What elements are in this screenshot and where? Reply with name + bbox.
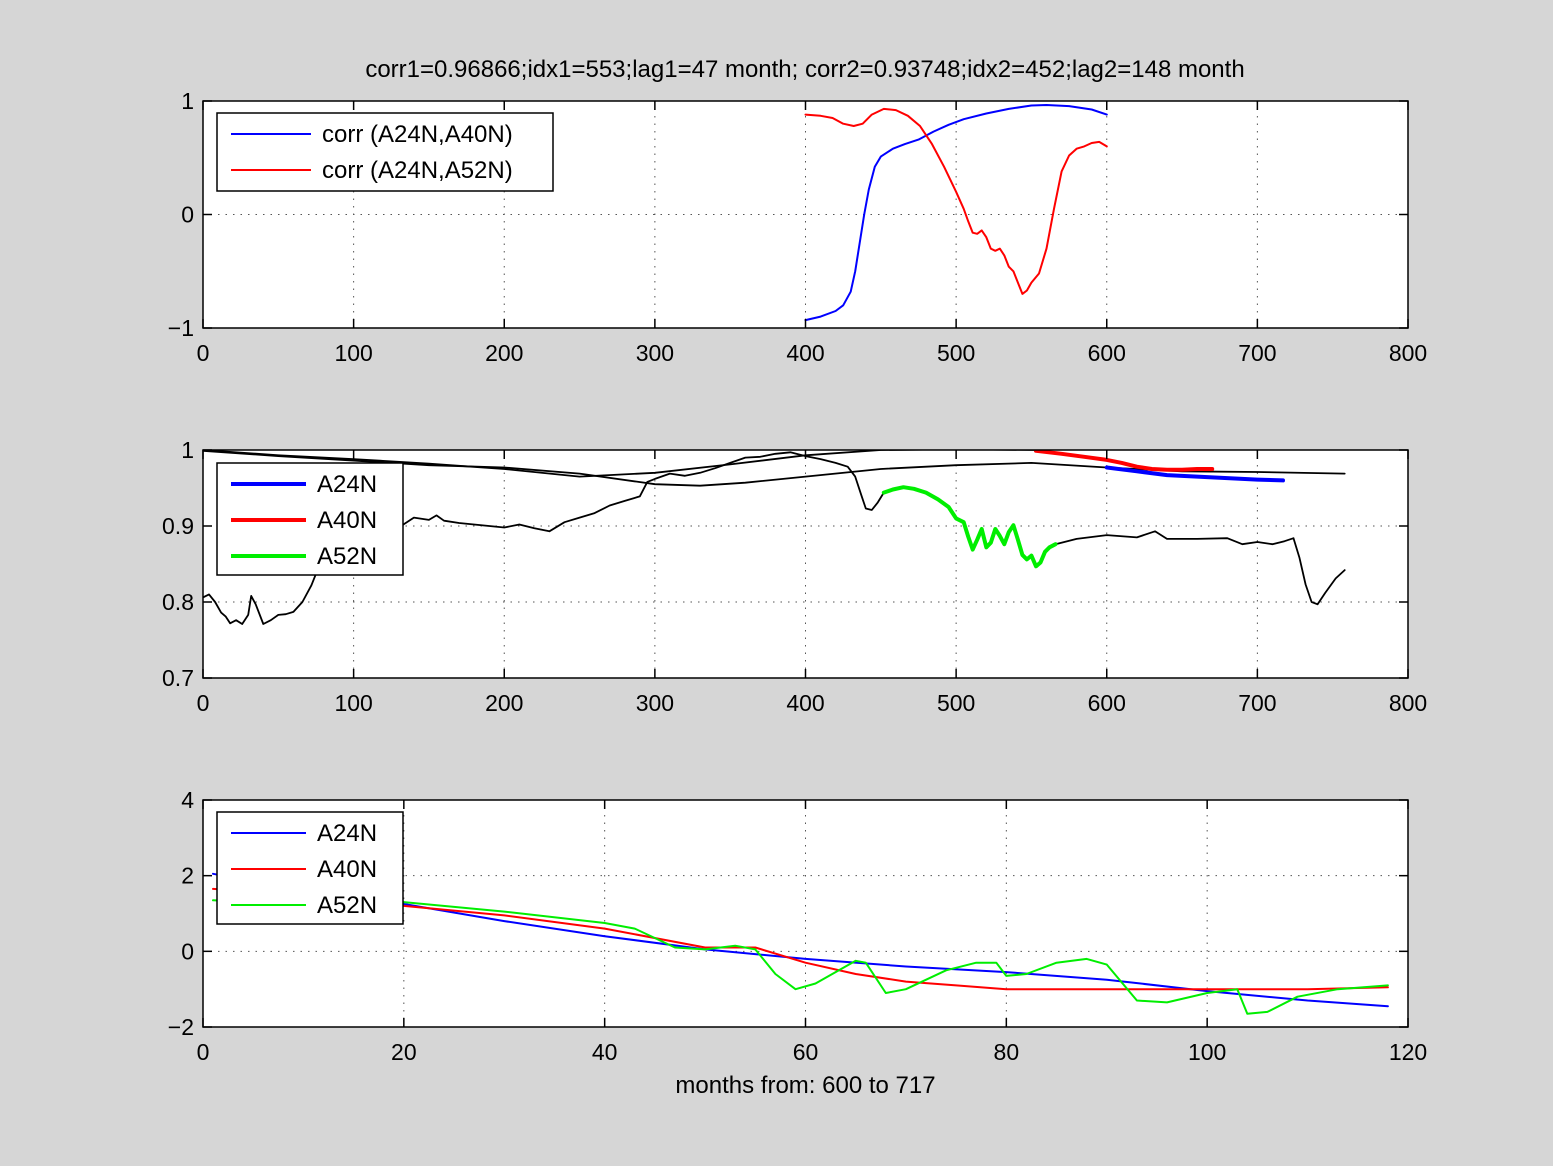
- top-xtick-label: 500: [937, 340, 975, 366]
- middle-xtick-label: 700: [1238, 690, 1276, 716]
- bottom-xtick-label: 60: [793, 1039, 819, 1065]
- bottom-legend-label: A24N: [317, 820, 377, 847]
- middle-xtick-label: 600: [1088, 690, 1126, 716]
- top-xtick-label: 400: [786, 340, 824, 366]
- middle-xtick-label: 100: [334, 690, 372, 716]
- figure-title: corr1=0.96866;idx1=553;lag1=47 month; co…: [365, 56, 1244, 83]
- bottom-legend-label: A40N: [317, 856, 377, 883]
- middle-legend-label: A24N: [317, 471, 377, 498]
- bottom-legend-label: A52N: [317, 892, 377, 919]
- middle-series-a40n: [1034, 450, 1215, 472]
- middle-xtick-label: 500: [937, 690, 975, 716]
- bottom-ytick-label: 4: [181, 787, 194, 813]
- middle-xtick-label: 400: [786, 690, 824, 716]
- top-series-corr-a24n-a52n-: [804, 107, 1108, 295]
- top-ytick-label: 0: [181, 202, 194, 228]
- bottom-series-a40n: [212, 887, 1389, 991]
- top-xtick-label: 600: [1088, 340, 1126, 366]
- middle-ytick-label: 0.7: [162, 665, 194, 691]
- middle-ytick-label: 0.8: [162, 589, 194, 615]
- bottom-xlabel: months from: 600 to 717: [675, 1072, 935, 1099]
- bottom-grid: [203, 800, 1408, 1027]
- bottom-legend: A24N A40N A52N: [216, 811, 404, 925]
- bottom-series-a52n: [212, 897, 1389, 1015]
- top-xtick-label: 100: [334, 340, 372, 366]
- top-xtick-label: 700: [1238, 340, 1276, 366]
- middle-grid: [203, 450, 1408, 678]
- middle-axes-normalized-series: 0 100 200 300 400 500 600 700 8000.70.80.91A24NA…: [162, 437, 1427, 716]
- bottom-xtick-label: 0: [197, 1039, 210, 1065]
- top-legend: corr (A24N,A40N) corr (A24N,A52N): [216, 112, 554, 192]
- top-legend-label: corr (A24N,A52N): [322, 157, 513, 184]
- top-xtick-label: 0: [197, 340, 210, 366]
- middle-legend-label: A52N: [317, 543, 377, 570]
- top-xtick-label: 200: [485, 340, 523, 366]
- top-series-corr-a24n-a40n-: [804, 104, 1108, 322]
- top-xtick-label: 300: [636, 340, 674, 366]
- top-legend-box: [216, 112, 554, 192]
- top-ticks: 0 100 200 300 400 500 600 700 800−101: [168, 88, 1427, 366]
- bottom-series-a24n: [212, 872, 1389, 1008]
- bottom-xtick-label: 40: [592, 1039, 618, 1065]
- middle-xtick-label: 0: [197, 690, 210, 716]
- bottom-ytick-label: −2: [168, 1014, 194, 1040]
- middle-xtick-label: 200: [485, 690, 523, 716]
- bottom-series-group: [212, 872, 1389, 1015]
- top-ytick-label: −1: [168, 315, 194, 341]
- middle-legend: A24N A40N A52N: [216, 462, 404, 576]
- bottom-xtick-label: 80: [994, 1039, 1020, 1065]
- top-ytick-label: 1: [181, 88, 194, 114]
- middle-series-a52n: [881, 485, 1058, 569]
- middle-xtick-label: 800: [1389, 690, 1427, 716]
- middle-legend-label: A40N: [317, 507, 377, 534]
- middle-ticks: 0 100 200 300 400 500 600 700 800 0.7 0.8 0.9 1: [162, 437, 1427, 716]
- top-series-group: [804, 104, 1108, 322]
- middle-series-a24n: [1104, 465, 1285, 483]
- bottom-ytick-label: 2: [181, 863, 194, 889]
- top-xtick-label: 800: [1389, 340, 1427, 366]
- bottom-xtick-label: 100: [1188, 1039, 1226, 1065]
- middle-xtick-label: 300: [636, 690, 674, 716]
- middle-ytick-label: 0.9: [162, 513, 194, 539]
- middle-ytick-label: 1: [181, 437, 194, 463]
- middle-series-a40n-normalized: [203, 450, 1040, 478]
- top-legend-label: corr (A24N,A40N): [322, 121, 513, 148]
- bottom-ytick-label: 0: [181, 938, 194, 964]
- bottom-xtick-label: 120: [1389, 1039, 1427, 1065]
- bottom-xtick-label: 20: [391, 1039, 417, 1065]
